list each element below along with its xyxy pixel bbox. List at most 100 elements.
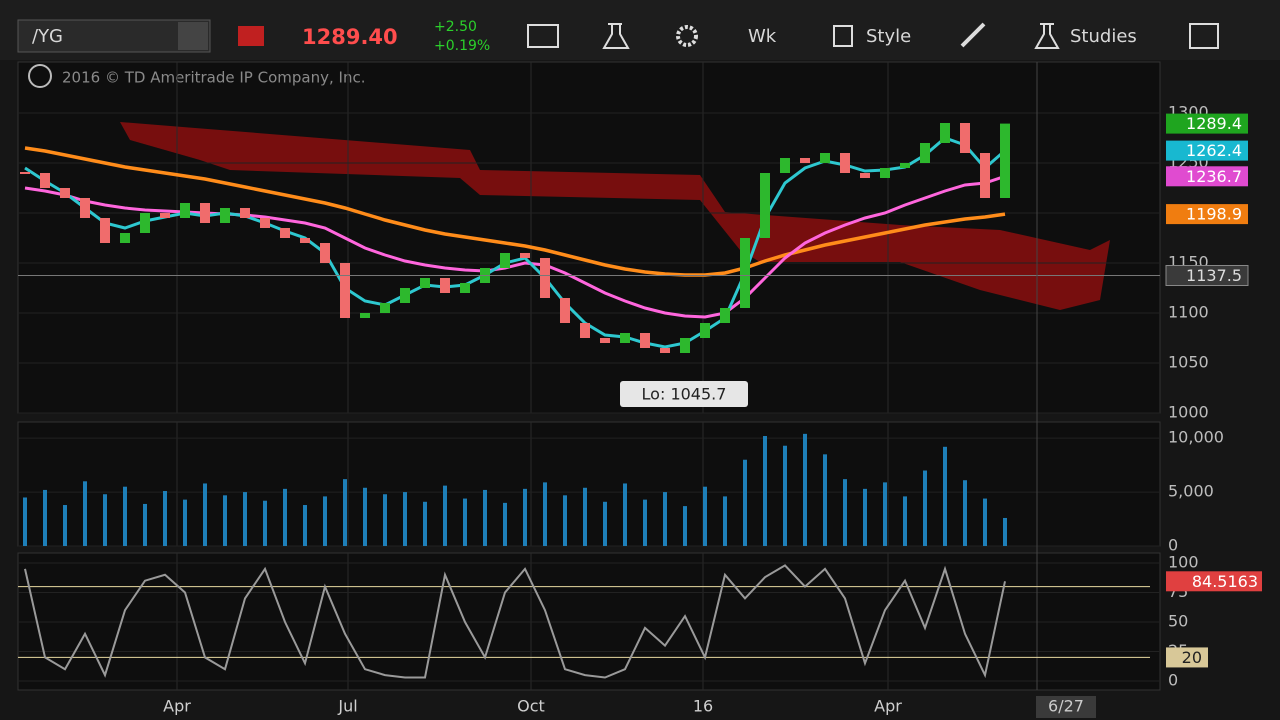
candle [340, 263, 350, 318]
candle [400, 288, 410, 303]
y-tick-label: 1100 [1168, 303, 1209, 322]
candle [200, 203, 210, 223]
cloud [120, 122, 1110, 310]
price-tag [1166, 166, 1248, 187]
volume-bar [223, 495, 227, 546]
candle [980, 153, 990, 198]
volume-bar [663, 492, 667, 546]
stochastic-tag [1166, 647, 1208, 668]
volume-bar [723, 496, 727, 546]
aggregation-button[interactable]: Wk [748, 26, 777, 47]
dropdown[interactable] [178, 22, 208, 50]
volume-bar [863, 488, 867, 546]
volume-bar [523, 488, 527, 546]
layout-icon[interactable] [1189, 23, 1219, 49]
alert-icon[interactable] [238, 26, 264, 46]
volume-bar [603, 501, 607, 546]
y-tick-label: 100 [1168, 553, 1199, 572]
crosshair-tag [1165, 265, 1249, 286]
candle [120, 233, 130, 243]
studies-button[interactable]: Studies [1070, 26, 1137, 47]
candle [540, 258, 550, 298]
moving-average [24, 146, 1006, 277]
candle [320, 243, 330, 263]
candle [780, 158, 790, 173]
volume-bar [583, 487, 587, 546]
price-tag-label: 1198.9 [1186, 205, 1242, 224]
style-icon[interactable] [833, 25, 853, 47]
crosshair-value: 1137.5 [1186, 266, 1242, 285]
stochastic-line [24, 564, 1006, 679]
volume-bar [983, 498, 987, 546]
pencil-icon[interactable] [960, 22, 986, 48]
info-icon[interactable] [28, 64, 52, 88]
x-tick-label: Jul [337, 697, 357, 716]
volume-bar [943, 446, 947, 546]
gear-icon[interactable] [676, 25, 698, 47]
volume-bar [823, 454, 827, 546]
volume-bar [43, 489, 47, 546]
volume-bar [123, 486, 127, 546]
flask-icon[interactable] [602, 23, 630, 49]
candle [360, 313, 370, 318]
candle [720, 308, 730, 323]
y-tick-label: 0 [1168, 536, 1178, 555]
volume-bar [203, 483, 207, 546]
volume-bar [163, 491, 167, 546]
candle [600, 338, 610, 343]
cursor-date-box [1036, 696, 1096, 718]
price-tag-label: 1289.4 [1186, 114, 1242, 133]
y-tick-label: 0 [1168, 671, 1178, 690]
volume-bar [143, 503, 147, 546]
candle [860, 173, 870, 178]
candle [940, 123, 950, 143]
studies-icon[interactable] [1034, 23, 1060, 49]
change-pct: +0.19% [434, 38, 490, 54]
volume-bar [743, 459, 747, 546]
annotation-box [620, 381, 748, 407]
volume-bar [923, 470, 927, 546]
volume-bar [63, 505, 67, 546]
y-tick-label: 5,000 [1168, 482, 1214, 501]
stochastic-panel [17, 552, 1161, 691]
candle [680, 338, 690, 353]
candle [700, 323, 710, 338]
style-button[interactable]: Style [866, 26, 911, 47]
candle [300, 238, 310, 243]
volume-bar [443, 485, 447, 546]
y-tick-label: 10,000 [1168, 428, 1224, 447]
volume-bar [643, 499, 647, 546]
stochastic-tag [1166, 571, 1262, 592]
copyright: 2016 © TD Ameritrade IP Company, Inc. [62, 69, 365, 87]
volume-bar [83, 481, 87, 546]
volume-bar [783, 445, 787, 546]
volume-bar [763, 436, 767, 546]
y-tick-label: 1050 [1168, 353, 1209, 372]
volume-bar [323, 496, 327, 546]
volume-bar [563, 495, 567, 546]
price-tag [1166, 113, 1248, 134]
candle [900, 163, 910, 168]
volume-bar [963, 480, 967, 546]
share-icon[interactable] [527, 24, 559, 48]
y-tick-label: 1000 [1168, 403, 1209, 422]
price-tag [1166, 140, 1248, 161]
y-tick-label: 50 [1168, 612, 1188, 631]
candle [100, 218, 110, 243]
volume-bar [903, 496, 907, 546]
volume-bar [23, 497, 27, 546]
volume-bar [463, 498, 467, 546]
annotation: Lo: 1045.7 [642, 385, 727, 404]
volume-bar [343, 479, 347, 546]
candle [740, 238, 750, 308]
volume-panel [17, 421, 1161, 547]
price-tag-label: 1262.4 [1186, 141, 1242, 160]
candle [520, 253, 530, 258]
symbol: /YG [32, 26, 63, 47]
x-tick-label: Apr [163, 697, 191, 716]
candle [800, 158, 810, 163]
volume-bar [703, 486, 707, 546]
x-tick-label: 16 [693, 697, 713, 716]
candle [180, 203, 190, 218]
